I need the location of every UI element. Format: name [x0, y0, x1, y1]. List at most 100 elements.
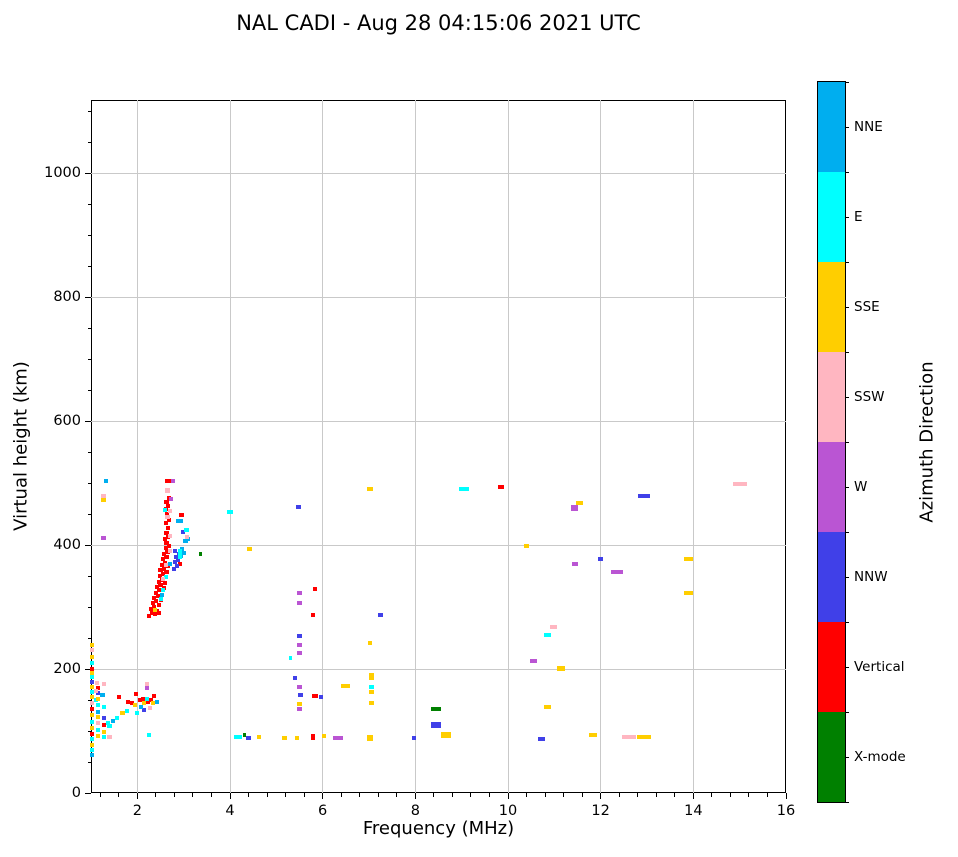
- data-point: [168, 478, 173, 483]
- data-point: [322, 733, 326, 738]
- data-point: [611, 570, 623, 575]
- colorbar-category-label: X-mode: [854, 749, 906, 765]
- colorbar-segment: [818, 712, 845, 802]
- data-point: [120, 711, 125, 716]
- data-point: [312, 587, 317, 592]
- data-point: [144, 696, 149, 701]
- data-point: [597, 557, 604, 562]
- colorbar-axis-label: Azimuth Direction: [916, 361, 938, 523]
- data-point: [165, 525, 170, 530]
- data-point: [557, 665, 566, 672]
- data-point: [166, 518, 171, 523]
- colorbar-segment: [818, 442, 845, 532]
- data-point: [89, 701, 94, 706]
- data-point: [164, 541, 169, 546]
- data-point: [89, 748, 94, 753]
- data-point: [96, 709, 101, 714]
- colorbar-center-tick: [845, 576, 849, 578]
- data-point: [147, 613, 152, 618]
- y-minor-tick: [87, 389, 91, 391]
- x-tick: [414, 793, 416, 799]
- plot-area: [91, 100, 786, 793]
- data-point: [152, 608, 157, 613]
- data-point: [164, 555, 169, 560]
- data-point: [89, 667, 94, 672]
- x-minor-tick: [192, 793, 194, 797]
- x-minor-tick: [340, 793, 342, 797]
- y-tick: [85, 668, 91, 670]
- data-point: [107, 724, 112, 729]
- data-point: [153, 590, 158, 595]
- data-point: [101, 722, 107, 727]
- data-point: [543, 632, 551, 637]
- data-point: [132, 702, 138, 707]
- y-minor-tick: [87, 141, 91, 143]
- y-minor-tick: [87, 358, 91, 360]
- data-point: [161, 572, 166, 577]
- y-minor-tick: [87, 327, 91, 329]
- x-minor-tick: [563, 793, 565, 797]
- data-point: [141, 701, 146, 706]
- data-point: [165, 515, 170, 520]
- data-point: [101, 704, 107, 709]
- data-point: [175, 564, 180, 569]
- data-point: [588, 733, 597, 738]
- data-point: [96, 702, 101, 707]
- x-tick: [785, 793, 787, 799]
- data-point: [172, 566, 177, 571]
- data-point: [369, 684, 374, 689]
- data-point: [89, 694, 94, 699]
- data-point: [181, 551, 186, 556]
- data-point: [153, 599, 158, 604]
- data-point: [178, 513, 185, 518]
- x-minor-tick: [711, 793, 713, 797]
- data-point: [571, 504, 579, 511]
- data-point: [523, 544, 530, 549]
- data-point: [256, 734, 261, 739]
- data-point: [297, 634, 302, 639]
- colorbar-boundary-tick: [845, 801, 849, 803]
- data-point: [183, 539, 188, 544]
- data-point: [172, 549, 177, 554]
- data-point: [105, 720, 110, 725]
- data-point: [165, 488, 170, 493]
- gridline-y: [91, 420, 786, 422]
- y-minor-tick: [87, 203, 91, 205]
- y-tick-label: 200: [53, 661, 81, 678]
- data-point: [181, 530, 186, 535]
- x-minor-tick: [766, 793, 768, 797]
- colorbar-category-label: W: [854, 479, 868, 495]
- data-point: [89, 680, 94, 685]
- data-point: [104, 478, 109, 483]
- x-minor-tick: [118, 793, 120, 797]
- colorbar-category-label: E: [854, 209, 863, 225]
- y-tick-label: 400: [53, 537, 81, 554]
- x-minor-tick: [655, 793, 657, 797]
- data-point: [157, 611, 162, 616]
- x-tick-label: 10: [498, 803, 518, 819]
- data-point: [157, 574, 163, 579]
- data-point: [151, 693, 157, 698]
- colorbar-segment: [818, 172, 845, 262]
- y-tick-label: 1000: [44, 165, 81, 182]
- gridline-x: [229, 100, 231, 793]
- colorbar-category-label: SSE: [854, 299, 880, 315]
- data-point: [147, 706, 152, 711]
- data-point: [185, 534, 190, 539]
- data-point: [622, 735, 637, 740]
- data-point: [246, 546, 253, 551]
- x-tick: [322, 793, 324, 799]
- data-point: [180, 547, 185, 552]
- x-tick-label: 14: [684, 803, 703, 819]
- data-point: [159, 562, 164, 567]
- data-point: [144, 681, 149, 686]
- x-tick-label: 2: [132, 803, 142, 819]
- data-point: [637, 494, 650, 499]
- data-point: [537, 737, 545, 742]
- data-point: [178, 549, 182, 560]
- data-point: [288, 655, 292, 660]
- colorbar-category-label: NNW: [854, 569, 888, 585]
- y-minor-tick: [87, 761, 91, 763]
- data-point: [164, 569, 169, 574]
